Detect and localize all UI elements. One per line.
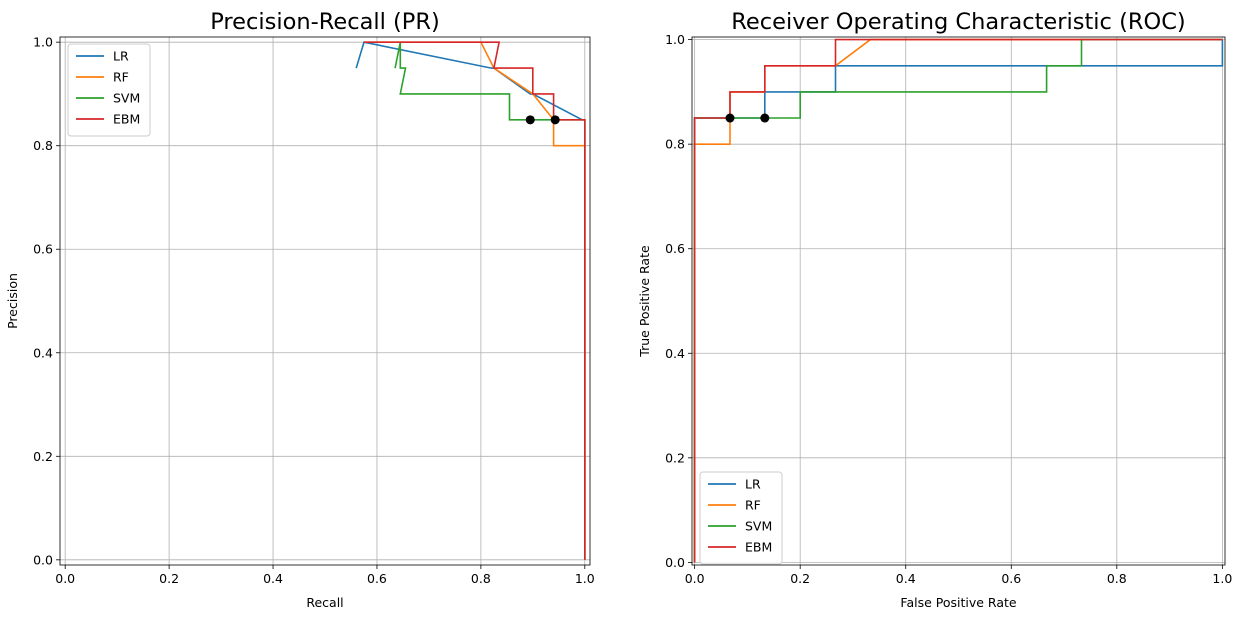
x-tick-label: 0.4 bbox=[263, 571, 283, 586]
x-tick-label: 0.2 bbox=[790, 571, 810, 586]
legend-label-lr: LR bbox=[113, 49, 129, 64]
threshold-marker bbox=[725, 113, 735, 123]
axes-frame bbox=[59, 36, 591, 566]
y-tick-label: 0.4 bbox=[665, 346, 685, 361]
x-tick-label: 1.0 bbox=[575, 571, 595, 586]
y-tick-label: 0.2 bbox=[33, 449, 53, 464]
legend-label-svm: SVM bbox=[745, 519, 772, 534]
threshold-marker bbox=[525, 115, 535, 125]
chart-title: Precision-Recall (PR) bbox=[210, 9, 440, 35]
y-tick-label: 0.4 bbox=[33, 345, 53, 360]
threshold-marker bbox=[760, 113, 770, 123]
legend-label-rf: RF bbox=[745, 498, 761, 513]
legend-box bbox=[699, 471, 783, 565]
chart-pr: 0.0 0.2 0.4 0.6 0.8 1.0 0.0 0.2 0.4 0.6 0.8 1.0 Prec… bbox=[5, 9, 595, 610]
y-tick-label: 0.8 bbox=[33, 138, 53, 153]
x-tick-label: 0.2 bbox=[159, 571, 179, 586]
x-tick-label: 1.0 bbox=[1212, 571, 1232, 586]
chart-roc: 0.0 0.2 0.4 0.6 0.8 1.0 0.0 0.2 0.4 0.6 0.8 1.0 Rece… bbox=[637, 9, 1232, 610]
data-layer bbox=[693, 38, 1224, 563]
x-tick-label: 0.6 bbox=[367, 571, 387, 586]
y-axis-label: True Positive Rate bbox=[637, 245, 652, 358]
y-tick-label: 0.0 bbox=[33, 552, 53, 567]
x-tick-label: 0.8 bbox=[1107, 571, 1127, 586]
x-axis-label: Recall bbox=[306, 595, 343, 610]
y-tick-label: 1.0 bbox=[33, 35, 53, 50]
legend-label-svm: SVM bbox=[113, 91, 140, 106]
y-tick-label: 0.2 bbox=[665, 450, 685, 465]
y-tick-label: 1.0 bbox=[665, 32, 685, 47]
series-line-rf bbox=[364, 41, 586, 560]
threshold-marker bbox=[550, 115, 560, 125]
series-line-ebm bbox=[364, 41, 586, 560]
chart-title: Receiver Operating Characteristic (ROC) bbox=[731, 9, 1185, 35]
axes-frame bbox=[691, 36, 1226, 566]
legend-label-rf: RF bbox=[113, 70, 129, 85]
y-tick-label: 0.6 bbox=[33, 242, 53, 257]
legend: LR RF SVM EBM bbox=[699, 471, 783, 565]
y-tick-label: 0.0 bbox=[665, 555, 685, 570]
x-tick-label: 0.6 bbox=[1001, 571, 1021, 586]
x-axis-label: False Positive Rate bbox=[900, 595, 1016, 610]
y-axis-label: Precision bbox=[5, 273, 20, 329]
x-tick-label: 0.4 bbox=[896, 571, 916, 586]
y-tick-label: 0.6 bbox=[665, 241, 685, 256]
data-layer bbox=[355, 41, 586, 560]
legend-label-ebm: EBM bbox=[113, 112, 140, 127]
x-tick-label: 0.8 bbox=[471, 571, 491, 586]
x-tick-label: 0.0 bbox=[685, 571, 705, 586]
y-tick-label: 0.8 bbox=[665, 137, 685, 152]
series-line-ebm bbox=[693, 38, 1223, 563]
x-tick-label: 0.0 bbox=[55, 571, 75, 586]
legend-label-ebm: EBM bbox=[745, 540, 772, 555]
legend: LR RF SVM EBM bbox=[67, 43, 151, 137]
legend-label-lr: LR bbox=[745, 477, 761, 492]
legend-box bbox=[67, 43, 151, 137]
